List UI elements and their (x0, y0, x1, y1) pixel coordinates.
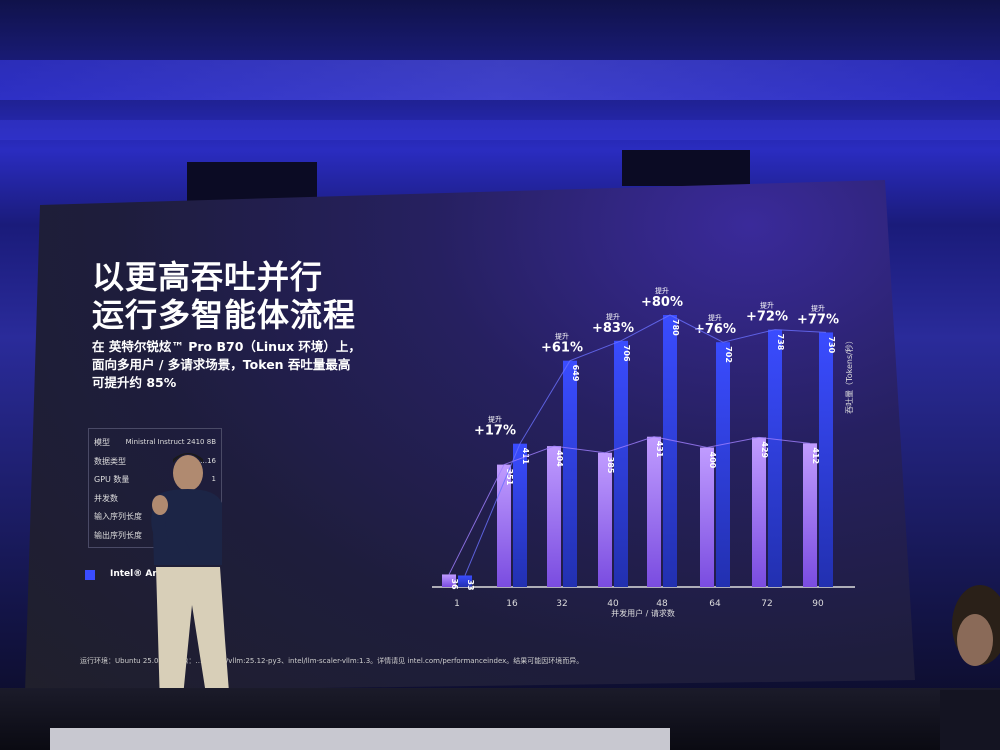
ceiling-light (0, 60, 1000, 100)
bar-value-label: 706 (622, 345, 631, 362)
footnote: 运行环境：Ubuntu 25.04 … 镜像：…/nvidia/vllm:25.… (80, 657, 584, 665)
improvement-label: +83% (592, 321, 634, 336)
bar-value-label: 404 (555, 450, 564, 467)
y-axis-title: 吞吐量（Tokens/秒） (844, 336, 854, 414)
audience-member (940, 585, 1000, 750)
legend-swatch-intel (85, 570, 95, 580)
improvement-prefix: 提升 (708, 313, 722, 322)
bar-value-label: 351 (505, 469, 514, 486)
bar-competitor (442, 574, 456, 587)
legend-label-intel: Intel® Arc™ (110, 569, 172, 579)
x-tick-label: 1 (454, 599, 460, 609)
bar-competitor (598, 452, 612, 587)
improvement-label: +61% (541, 341, 583, 356)
improvement-prefix: 提升 (488, 415, 502, 424)
bar-competitor (752, 437, 766, 587)
spec-label: 输入序列长度 (94, 512, 142, 521)
bar-competitor (547, 446, 561, 587)
bar-intel (563, 360, 577, 587)
bar-competitor (497, 464, 511, 587)
spec-label: GPU 数量 (94, 475, 130, 484)
stage-monitor (50, 728, 670, 750)
ceiling-light (0, 120, 1000, 140)
spec-value: Ministral Instruct 2410 8B (125, 438, 216, 446)
bar-value-label: 431 (655, 441, 664, 458)
bar-intel (614, 340, 628, 587)
bar-value-label: 385 (606, 457, 615, 474)
bar-value-label: 36 (450, 578, 459, 590)
bar-intel (716, 342, 730, 587)
speaker (187, 162, 317, 202)
x-axis-title: 并发用户 / 请求数 (611, 608, 675, 618)
bar-value-label: 412 (811, 447, 820, 464)
bar-value-label: 702 (724, 346, 733, 363)
improvement-prefix: 提升 (555, 332, 569, 341)
improvement-label: +17% (474, 424, 516, 439)
bar-value-label: 738 (776, 334, 785, 351)
subtitle-line3: 可提升约 85% (92, 375, 177, 390)
improvement-label: +80% (641, 295, 683, 310)
bar-competitor (803, 443, 817, 587)
improvement-prefix: 提升 (606, 312, 620, 321)
slide-title-line1: 以更高吞吐并行 (92, 258, 324, 296)
improvement-prefix: 提升 (760, 301, 774, 310)
presenter (150, 453, 232, 712)
improvement-prefix: 提升 (655, 286, 669, 295)
x-tick-label: 32 (556, 599, 567, 609)
bar-competitor (700, 447, 714, 587)
bar-value-label: 33 (466, 579, 475, 590)
x-tick-label: 72 (761, 599, 772, 609)
bar-value-label: 400 (708, 452, 717, 469)
bar-value-label: 730 (827, 336, 836, 353)
improvement-label: +77% (797, 312, 839, 327)
bar-intel (663, 315, 677, 587)
spec-value: …16 (200, 456, 216, 465)
bar-value-label: 780 (671, 319, 680, 336)
spec-label: 模型 (94, 438, 110, 447)
subtitle-line2: 面向多用户 / 多请求场景，Token 吞吐量最高 (92, 357, 351, 372)
bar-intel (819, 332, 833, 587)
spec-label: 数据类型 (94, 456, 126, 466)
bar-intel (458, 575, 472, 587)
bar-intel (513, 443, 527, 587)
bar-competitor (647, 436, 661, 587)
x-tick-label: 64 (709, 599, 721, 609)
slide-title-line2: 运行多智能体流程 (92, 296, 357, 334)
x-tick-label: 90 (812, 599, 824, 609)
spec-label: 并发数 (94, 493, 118, 503)
spec-label: 输出序列长度 (94, 530, 142, 540)
spec-value: 1 (211, 475, 216, 483)
improvement-prefix: 提升 (811, 303, 825, 312)
intel-trend-line (464, 314, 827, 576)
bar-value-label: 649 (571, 365, 580, 382)
speaker (622, 150, 750, 186)
improvement-label: +76% (694, 322, 736, 337)
x-tick-label: 40 (607, 599, 619, 609)
improvement-label: +72% (746, 310, 788, 325)
bar-value-label: 429 (760, 441, 769, 458)
x-tick-label: 48 (656, 599, 668, 609)
bar-intel (768, 329, 782, 587)
subtitle-line1: 在 英特尔锐炫™ Pro B70（Linux 环境）上， (92, 339, 361, 354)
x-tick-label: 16 (506, 599, 518, 609)
